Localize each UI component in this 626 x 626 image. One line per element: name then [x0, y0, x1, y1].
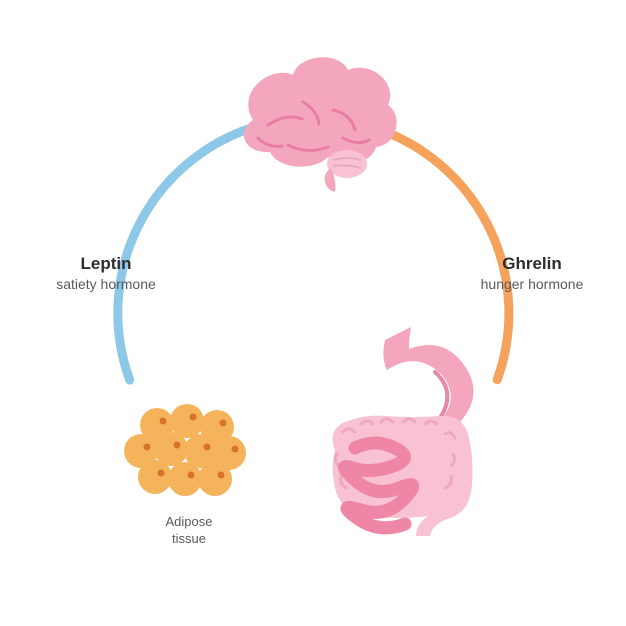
leptin-label: Leptin satiety hormone	[46, 253, 166, 293]
digestive-system-icon	[0, 0, 626, 626]
hormone-cycle-diagram: Leptin satiety hormone Ghrelin hunger ho…	[0, 0, 626, 626]
ghrelin-title: Ghrelin	[472, 253, 592, 275]
leptin-subtitle: satiety hormone	[46, 275, 166, 293]
leptin-title: Leptin	[46, 253, 166, 275]
adipose-line2: tissue	[154, 531, 224, 548]
ghrelin-label: Ghrelin hunger hormone	[472, 253, 592, 293]
ghrelin-subtitle: hunger hormone	[472, 275, 592, 293]
adipose-label: Adipose tissue	[154, 514, 224, 548]
adipose-line1: Adipose	[154, 514, 224, 531]
